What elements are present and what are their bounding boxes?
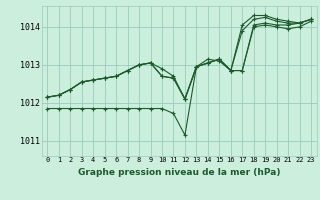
X-axis label: Graphe pression niveau de la mer (hPa): Graphe pression niveau de la mer (hPa): [78, 168, 280, 177]
